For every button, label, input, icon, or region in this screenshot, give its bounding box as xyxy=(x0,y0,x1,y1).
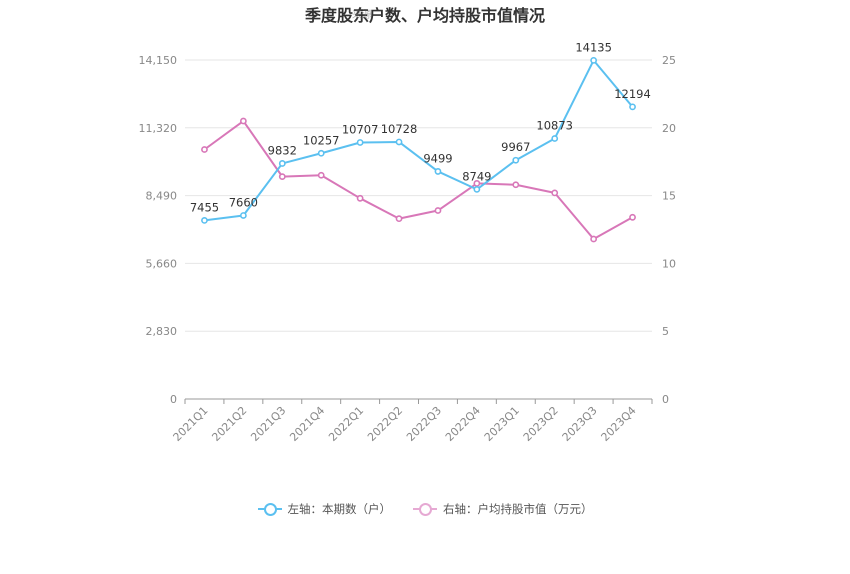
data-point[interactable] xyxy=(356,139,364,146)
x-tick-label: 2023Q4 xyxy=(599,404,639,444)
series-line-avg-value xyxy=(203,120,634,240)
data-label: 12194 xyxy=(614,87,651,101)
x-tick-label: 2022Q4 xyxy=(443,404,483,444)
data-label: 9967 xyxy=(501,140,530,154)
x-tick-label: 2023Q3 xyxy=(560,404,600,444)
left-tick-label: 5,660 xyxy=(146,257,178,270)
legend-label-households: 左轴：本期数（户） xyxy=(287,502,392,516)
data-label: 8749 xyxy=(462,169,491,183)
left-tick-label: 0 xyxy=(170,393,177,406)
data-point[interactable] xyxy=(434,207,442,214)
x-axis: 2021Q12021Q22021Q32021Q42022Q12022Q22022… xyxy=(171,399,653,444)
data-point[interactable] xyxy=(278,173,286,181)
data-point[interactable] xyxy=(434,168,442,175)
data-label: 10873 xyxy=(536,119,573,133)
data-label: 7660 xyxy=(229,195,258,209)
legend-item-households[interactable]: 左轴：本期数（户） xyxy=(257,501,392,517)
data-label: 9499 xyxy=(423,151,452,165)
left-tick-label: 11,320 xyxy=(139,122,178,135)
data-point[interactable] xyxy=(356,194,364,202)
series-line-households xyxy=(204,59,634,222)
legend-swatch-households xyxy=(257,502,282,516)
legend-swatch-avg-value xyxy=(413,502,437,516)
chart-title-text: 季度股东户数、户均持股市值情况 xyxy=(304,6,545,25)
right-tick-label: 20 xyxy=(662,122,676,135)
x-tick-label: 2021Q2 xyxy=(209,404,249,444)
data-label: 14135 xyxy=(575,40,612,54)
data-point[interactable] xyxy=(278,160,286,167)
data-label: 7455 xyxy=(190,200,219,214)
right-tick-label: 0 xyxy=(662,393,669,406)
data-point[interactable] xyxy=(551,189,559,197)
x-tick-label: 2021Q3 xyxy=(248,404,288,444)
chart-title: 季度股东户数、户均持股市值情况 来源 xyxy=(0,2,850,26)
series-layer xyxy=(201,56,636,243)
data-point[interactable] xyxy=(239,212,247,219)
left-axis-ticks: 0 2,830 5,660 8,490 11,320 14,150 xyxy=(139,54,178,406)
data-point[interactable] xyxy=(201,216,208,224)
data-point[interactable] xyxy=(590,56,598,64)
data-point[interactable] xyxy=(317,171,325,179)
data-label: 10707 xyxy=(342,122,379,136)
data-point[interactable] xyxy=(395,138,403,146)
data-point[interactable] xyxy=(629,213,636,221)
data-point[interactable] xyxy=(239,117,247,125)
right-tick-label: 15 xyxy=(662,190,676,203)
legend: 左轴：本期数（户） 右轴：户均持股市值（万元） xyxy=(0,501,850,517)
left-tick-label: 2,830 xyxy=(146,325,178,338)
data-point[interactable] xyxy=(473,185,481,193)
right-tick-label: 25 xyxy=(662,54,676,67)
data-point[interactable] xyxy=(590,235,598,243)
right-tick-label: 10 xyxy=(662,257,676,270)
legend-label-avg-value: 右轴：户均持股市值（万元） xyxy=(443,502,593,516)
watermark: 来源 xyxy=(352,10,372,21)
data-point[interactable] xyxy=(512,181,520,189)
data-point[interactable] xyxy=(629,103,636,111)
data-point[interactable] xyxy=(317,149,325,157)
x-tick-label: 2023Q1 xyxy=(482,404,522,444)
x-tick-label: 2022Q3 xyxy=(404,404,444,444)
x-tick-label: 2021Q4 xyxy=(287,404,327,444)
x-tick-label: 2021Q1 xyxy=(171,404,211,444)
left-tick-label: 14,150 xyxy=(139,54,178,67)
data-label: 10728 xyxy=(381,122,418,136)
data-point[interactable] xyxy=(395,215,403,223)
data-point[interactable] xyxy=(551,135,559,142)
right-axis-ticks: 0 5 10 15 20 25 xyxy=(662,54,676,406)
grid-lines xyxy=(185,59,652,400)
left-tick-label: 8,490 xyxy=(146,190,178,203)
x-tick-label: 2022Q2 xyxy=(365,404,405,444)
x-tick-label: 2022Q1 xyxy=(326,404,366,444)
data-point[interactable] xyxy=(512,156,520,164)
data-point[interactable] xyxy=(201,146,208,153)
legend-item-avg-value[interactable]: 右轴：户均持股市值（万元） xyxy=(413,501,593,517)
x-tick-label: 2023Q2 xyxy=(521,404,561,444)
data-label: 9832 xyxy=(268,143,297,157)
data-label: 10257 xyxy=(303,133,340,147)
right-tick-label: 5 xyxy=(662,325,669,338)
